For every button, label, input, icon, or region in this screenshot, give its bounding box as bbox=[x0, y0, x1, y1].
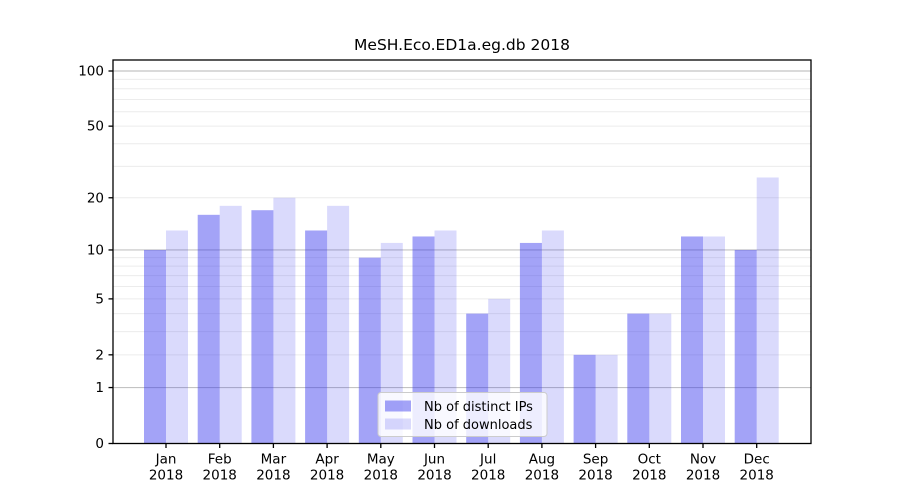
bar-downloads-jun bbox=[434, 230, 457, 444]
bar-downloads-apr bbox=[327, 205, 350, 444]
x-tick-label-month: Aug bbox=[529, 452, 555, 468]
bar-ips-dec bbox=[734, 249, 757, 444]
x-tick-label-year: 2018 bbox=[364, 468, 398, 484]
x-tick-label-month: Jun bbox=[423, 452, 445, 468]
x-tick-label-month: Dec bbox=[744, 452, 770, 468]
x-tick-label-month: May bbox=[367, 452, 395, 468]
x-tick-label-year: 2018 bbox=[256, 468, 290, 484]
chart-title: MeSH.Eco.ED1a.eg.db 2018 bbox=[354, 36, 570, 54]
x-tick-label-year: 2018 bbox=[417, 468, 451, 484]
y-tick-label: 100 bbox=[78, 64, 104, 80]
bar-downloads-sep bbox=[595, 354, 618, 444]
x-tick-label-month: Nov bbox=[690, 452, 716, 468]
y-tick-label: 2 bbox=[95, 347, 104, 363]
y-tick-label: 10 bbox=[87, 242, 104, 258]
bar-downloads-mar bbox=[273, 197, 296, 444]
x-tick-label-month: Apr bbox=[315, 452, 339, 468]
x-tick-label-year: 2018 bbox=[686, 468, 720, 484]
bar-downloads-aug bbox=[541, 230, 564, 444]
x-tick-label-month: Oct bbox=[638, 452, 661, 468]
y-tick-label: 20 bbox=[87, 190, 104, 206]
x-tick-label-year: 2018 bbox=[310, 468, 344, 484]
x-tick-label-year: 2018 bbox=[632, 468, 666, 484]
x-tick-label-year: 2018 bbox=[149, 468, 183, 484]
x-tick-label-year: 2018 bbox=[203, 468, 237, 484]
legend-label-downloads: Nb of downloads bbox=[424, 418, 533, 433]
bar-ips-nov bbox=[681, 236, 703, 444]
y-tick-label: 5 bbox=[95, 291, 104, 307]
x-tick-label-month: Jul bbox=[479, 452, 496, 468]
legend-swatch-ips bbox=[385, 400, 411, 412]
bar-ips-jun bbox=[412, 236, 435, 444]
x-tick-label-year: 2018 bbox=[740, 468, 774, 484]
x-tick-label-month: Jan bbox=[155, 452, 177, 468]
bar-downloads-jan bbox=[166, 230, 188, 444]
bar-downloads-oct bbox=[649, 313, 672, 444]
y-tick-label: 50 bbox=[87, 119, 104, 135]
bar-ips-mar bbox=[251, 210, 274, 444]
x-tick-label-year: 2018 bbox=[525, 468, 559, 484]
y-tick-label: 0 bbox=[95, 436, 104, 452]
bar-ips-sep bbox=[573, 354, 596, 444]
bar-ips-jan bbox=[144, 249, 166, 444]
bar-downloads-dec bbox=[756, 177, 779, 444]
legend-box bbox=[377, 392, 548, 437]
bar-downloads-feb bbox=[219, 205, 242, 444]
legend-label-ips: Nb of distinct IPs bbox=[424, 400, 533, 415]
y-tick-label: 1 bbox=[95, 380, 104, 396]
x-tick-label-month: Sep bbox=[583, 452, 608, 468]
x-tick-label-month: Mar bbox=[261, 452, 287, 468]
legend-swatch-downloads bbox=[385, 418, 411, 430]
bar-downloads-nov bbox=[703, 236, 725, 444]
x-tick-label-year: 2018 bbox=[471, 468, 505, 484]
x-tick-label-month: Feb bbox=[208, 452, 232, 468]
bar-ips-may bbox=[358, 257, 381, 444]
plot-frame bbox=[112, 59, 812, 445]
bar-ips-apr bbox=[305, 230, 328, 444]
bar-ips-feb bbox=[197, 214, 220, 444]
bar-ips-oct bbox=[627, 313, 650, 444]
x-tick-label-year: 2018 bbox=[578, 468, 612, 484]
